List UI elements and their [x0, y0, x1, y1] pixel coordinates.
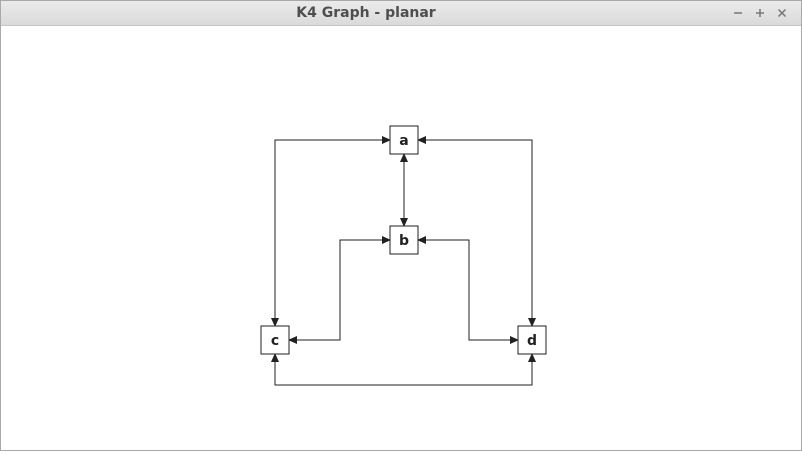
- edge-a-c: [271, 136, 391, 327]
- title-bar[interactable]: K4 Graph - planar: [1, 1, 801, 26]
- node-d[interactable]: d: [517, 325, 547, 355]
- node-c[interactable]: c: [260, 325, 290, 355]
- minimize-button[interactable]: [727, 2, 749, 24]
- edge-b-d: [417, 236, 519, 344]
- node-box: [389, 125, 419, 155]
- node-label: d: [527, 333, 537, 349]
- node-label: b: [399, 233, 409, 249]
- graph-diagram: a b c d: [260, 125, 547, 386]
- window-controls: [727, 1, 793, 25]
- close-button[interactable]: [771, 2, 793, 24]
- edges-layer: [271, 136, 536, 386]
- node-b[interactable]: b: [389, 225, 419, 255]
- edge-b-c: [288, 236, 391, 344]
- minus-icon: [734, 12, 742, 14]
- nodes-layer: a b c d: [260, 125, 547, 355]
- edge-c-d: [271, 353, 536, 386]
- close-icon: [777, 8, 787, 18]
- node-a[interactable]: a: [389, 125, 419, 155]
- plus-icon: [756, 9, 764, 17]
- window-title: K4 Graph - planar: [296, 5, 436, 21]
- maximize-button[interactable]: [749, 2, 771, 24]
- node-box: [517, 325, 547, 355]
- node-label: a: [399, 133, 408, 149]
- node-label: c: [271, 333, 279, 349]
- node-box: [260, 325, 290, 355]
- node-box: [389, 225, 419, 255]
- graph-canvas[interactable]: a b c d: [1, 26, 801, 450]
- edge-a-d: [417, 136, 536, 327]
